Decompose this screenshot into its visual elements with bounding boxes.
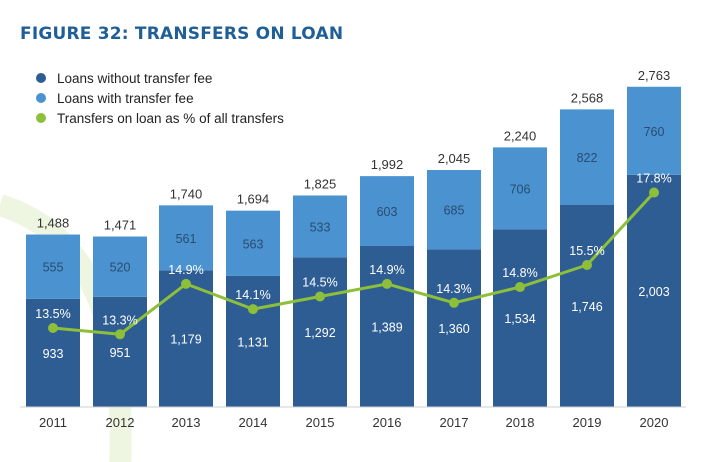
value-label-with-fee-2016: 603 — [377, 205, 398, 219]
value-label-with-fee-2013: 561 — [176, 232, 197, 246]
loan-share-point-2013 — [181, 278, 191, 289]
value-label-without-fee-2019: 1,746 — [571, 300, 602, 314]
legend-dot-with-fee — [36, 93, 46, 103]
legend-dot-without-fee — [36, 73, 46, 83]
value-label-with-fee-2011: 555 — [43, 261, 64, 275]
bar-without-fee-2017 — [427, 249, 481, 407]
value-label-without-fee-2015: 1,292 — [304, 326, 335, 340]
loan-share-point-2011 — [48, 323, 58, 333]
loan-share-point-2018 — [515, 282, 525, 293]
value-label-with-fee-2015: 533 — [310, 220, 331, 234]
value-label-without-fee-2014: 1,131 — [237, 335, 268, 349]
value-label-without-fee-2020: 2,003 — [638, 285, 669, 299]
bar-with-fee-2019 — [560, 109, 614, 205]
bar-with-fee-2016 — [360, 176, 414, 247]
percent-label-2020: 17.8% — [636, 172, 671, 186]
bar-without-fee-2012 — [93, 296, 147, 407]
value-label-without-fee-2018: 1,534 — [504, 312, 535, 326]
percent-label-2011: 13.5% — [35, 307, 70, 321]
percent-label-2017: 14.3% — [436, 282, 471, 296]
x-tick-2015: 2015 — [306, 415, 335, 430]
chart-title: FIGURE 32: TRANSFERS ON LOAN — [20, 24, 344, 44]
legend-item-with-fee: Loans with transfer fee — [36, 88, 284, 108]
total-label-2019: 2,568 — [571, 90, 604, 105]
percent-label-2013: 14.9% — [168, 263, 203, 277]
bar-with-fee-2018 — [493, 147, 547, 230]
legend: Loans without transfer fee Loans with tr… — [36, 68, 284, 128]
x-tick-2018: 2018 — [506, 415, 535, 430]
total-label-2018: 2,240 — [504, 128, 537, 143]
bar-without-fee-2015 — [293, 257, 347, 407]
value-label-without-fee-2013: 1,179 — [170, 333, 201, 347]
bar-without-fee-2019 — [560, 204, 614, 407]
legend-item-without-fee: Loans without transfer fee — [36, 68, 284, 88]
bar-without-fee-2014 — [226, 275, 280, 407]
x-tick-2013: 2013 — [172, 415, 201, 430]
bar-with-fee-2013 — [159, 205, 213, 271]
value-label-with-fee-2018: 706 — [510, 182, 531, 196]
bar-with-fee-2014 — [226, 210, 280, 276]
value-label-with-fee-2017: 685 — [444, 204, 465, 218]
total-label-2020: 2,763 — [638, 68, 671, 83]
bar-with-fee-2011 — [26, 234, 80, 299]
bar-without-fee-2016 — [360, 246, 414, 407]
total-label-2014: 1,694 — [237, 192, 270, 207]
total-label-2016: 1,992 — [371, 157, 404, 172]
loan-share-point-2020 — [649, 187, 659, 198]
percent-label-2015: 14.5% — [302, 276, 337, 290]
value-label-without-fee-2016: 1,389 — [371, 321, 402, 335]
loan-share-point-2014 — [248, 304, 258, 315]
bar-with-fee-2020 — [627, 86, 681, 175]
value-label-with-fee-2014: 563 — [243, 237, 264, 251]
x-tick-2020: 2020 — [640, 415, 669, 430]
legend-dot-loan-share — [36, 113, 46, 123]
percent-label-2018: 14.8% — [502, 266, 537, 280]
loan-share-point-2016 — [382, 278, 392, 289]
bar-with-fee-2017 — [427, 169, 481, 250]
value-label-with-fee-2019: 822 — [577, 151, 598, 165]
value-label-with-fee-2012: 520 — [110, 261, 131, 275]
x-tick-2019: 2019 — [573, 415, 602, 430]
percent-label-2019: 15.5% — [569, 244, 604, 258]
loan-share-line — [52, 191, 656, 336]
percent-label-2014: 14.1% — [235, 288, 270, 302]
bar-without-fee-2018 — [493, 229, 547, 407]
legend-label-with-fee: Loans with transfer fee — [57, 90, 194, 106]
bar-with-fee-2015 — [293, 195, 347, 258]
loan-share-point-2019 — [582, 260, 592, 270]
value-label-without-fee-2017: 1,360 — [438, 322, 469, 336]
total-label-2017: 2,045 — [438, 151, 471, 166]
total-label-2013: 1,740 — [170, 186, 203, 201]
value-label-without-fee-2011: 933 — [43, 347, 64, 361]
bar-without-fee-2013 — [159, 270, 213, 407]
loan-share-point-2017 — [449, 297, 459, 308]
x-tick-2014: 2014 — [239, 415, 268, 430]
total-label-2011: 1,488 — [37, 216, 70, 231]
x-tick-2011: 2011 — [39, 415, 67, 430]
total-label-2015: 1,825 — [304, 176, 337, 191]
x-tick-2012: 2012 — [106, 415, 135, 430]
x-tick-2016: 2016 — [373, 415, 402, 430]
bar-without-fee-2011 — [26, 298, 80, 407]
value-label-with-fee-2020: 760 — [644, 125, 665, 139]
legend-label-loan-share: Transfers on loan as % of all transfers — [57, 110, 284, 126]
percent-label-2012: 13.3% — [102, 313, 137, 327]
value-label-without-fee-2012: 951 — [110, 346, 131, 360]
legend-label-without-fee: Loans without transfer fee — [57, 70, 213, 86]
percent-label-2016: 14.9% — [369, 263, 404, 277]
x-tick-2017: 2017 — [440, 415, 469, 430]
legend-item-loan-share: Transfers on loan as % of all transfers — [36, 108, 284, 128]
loan-share-point-2015 — [315, 291, 325, 302]
total-label-2012: 1,471 — [104, 218, 137, 233]
bar-with-fee-2012 — [93, 236, 147, 297]
loan-share-point-2012 — [115, 329, 125, 340]
